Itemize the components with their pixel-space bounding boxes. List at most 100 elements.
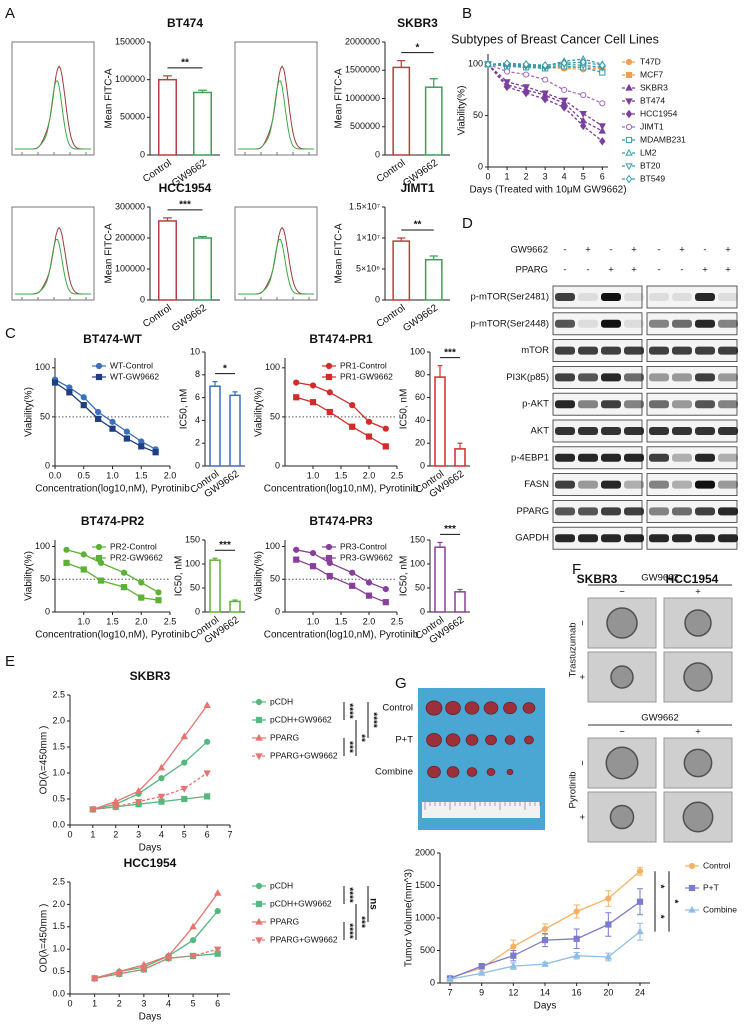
y-tick-label: 60 [415,392,425,402]
protein-label: mTOR [521,345,549,356]
marker [204,738,211,745]
x-tick-label: 14 [540,987,550,997]
marker [115,971,123,979]
organoid [609,804,635,830]
marker [349,423,356,430]
blot-band [672,293,692,301]
legend-label: BT549 [640,173,665,183]
y-tick-label: 0 [140,149,145,159]
marker [80,402,87,409]
marker [509,961,518,969]
y-tick-label: 100 [468,59,483,69]
x-tick-label: 2 [117,998,122,1008]
tumor [427,765,441,779]
organoid [683,662,713,692]
marker [189,953,197,961]
y-tick-label: 1.0 [52,944,65,954]
y-tick-label: 4 [195,415,200,425]
blot-band [624,534,644,543]
marker [138,579,145,586]
x-tick-label: 3 [543,171,548,181]
marker [112,804,120,811]
bar [454,591,466,613]
y-axis-label: OD(λ=450mm ) [39,904,50,973]
significance-label: *** [444,524,456,535]
x-tick-label: 6 [205,829,210,839]
blot-band [624,293,644,301]
histogram-curve [15,80,91,150]
legend-marker [255,753,263,761]
marker [214,908,221,915]
x-tick-label: 1 [90,829,95,839]
column-sign: − [619,727,625,738]
group-label: Control [382,703,413,714]
y-tick-label: 2.0 [52,899,65,909]
x-tick-label: 1.5 [335,470,348,480]
blot-band [624,400,644,409]
tumor [466,767,478,777]
marker [63,546,70,553]
blot-band [649,400,669,409]
marker [157,793,166,801]
legend-marker [625,163,633,171]
marker [63,559,70,567]
legend-marker [325,373,333,381]
x-tick-label: 4 [159,829,164,839]
x-tick-label: 1.0 [106,470,119,480]
significance-label: **** [343,887,354,903]
tumor [445,733,461,747]
x-axis-label: Concentration(log10,nM), Pyrotinib [35,630,190,641]
marker [80,551,87,558]
y-tick-label: 0 [45,460,50,470]
organoid [682,801,714,833]
tumor [445,700,461,716]
bar [392,66,411,156]
row-sign: − [578,620,589,626]
bar [392,240,411,301]
marker [138,594,145,601]
x-tick-label: 1.5 [135,470,148,480]
marker [90,975,99,983]
marker [503,59,511,68]
bar [158,220,177,301]
legend-label: SKBR3 [640,82,668,92]
treatment-sign: + [702,265,708,276]
y-tick-label: 0.0 [52,819,65,829]
x-tick-label: 16 [572,987,582,997]
histogram-curve [238,239,314,295]
blot-band [695,400,715,409]
marker [326,408,333,416]
marker [112,797,120,805]
chart-title: JIMT1 [400,181,434,195]
marker [522,71,530,78]
legend-marker [625,109,633,119]
legend-marker [255,900,263,908]
y-tick-label: 200000 [115,232,145,242]
bar [434,376,446,467]
y-tick-label: 50000 [120,112,145,122]
x-tick-label: 2.5 [164,616,177,626]
blot-band [624,373,644,382]
x-tick-label: 1 [505,171,510,181]
blot-strip [646,365,738,389]
legend-marker [325,554,333,562]
blot-band [624,453,644,462]
blot-band [672,453,692,462]
blot-band [555,373,575,382]
treatment-sign: - [657,245,660,256]
tumor [504,735,516,745]
x-tick-label: 20 [603,987,613,997]
marker [382,443,389,450]
marker [213,946,222,954]
x-tick-label: 0 [485,171,490,181]
treatment-sign: - [563,265,566,276]
x-axis-label: Concentration(log10,nM), Pyrotinib [35,484,190,495]
protein-label: AKT [531,426,550,437]
marker [477,969,486,976]
x-tick-label: 5 [581,171,586,181]
y-tick-label: 500 [420,945,435,955]
blot-band [601,427,621,435]
panel-letter: A [5,5,15,22]
tumor [522,702,536,714]
